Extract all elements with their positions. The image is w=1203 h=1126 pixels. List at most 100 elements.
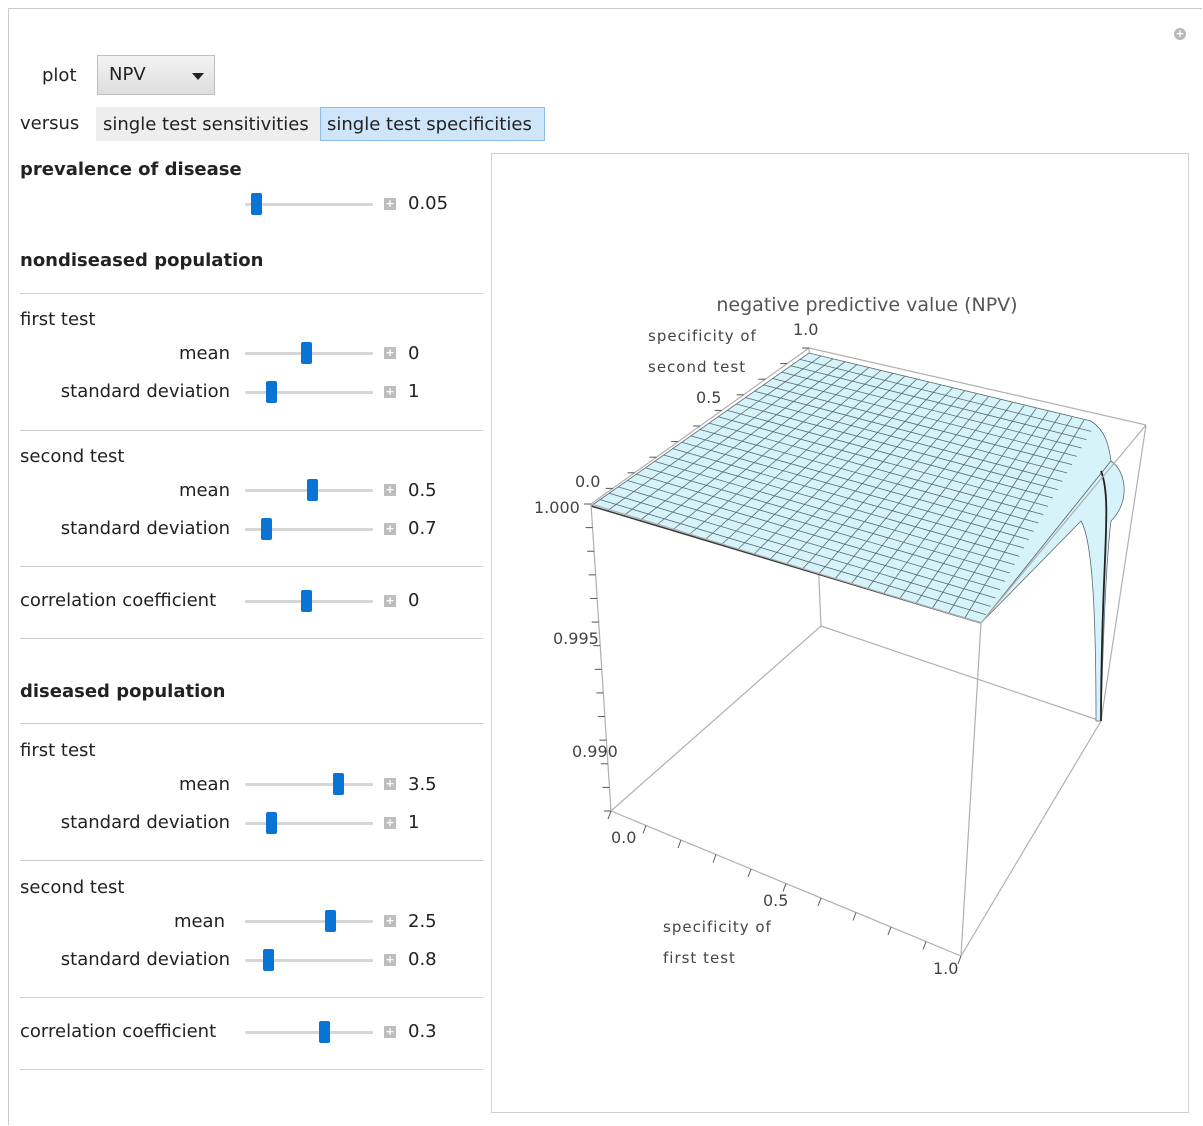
- divider: [20, 293, 483, 294]
- nd-second-mean-label: mean: [178, 480, 230, 501]
- x-axis-tick: [852, 912, 857, 921]
- nd-second-test-heading: second test: [20, 446, 125, 467]
- box-front-edges: [590, 424, 1147, 957]
- nd-first-sd-label: standard deviation: [60, 381, 230, 402]
- y-axis-label-line1: specificity of: [648, 327, 757, 345]
- divider: [20, 860, 483, 861]
- divider: [20, 723, 483, 724]
- nd-second-mean-slider[interactable]: [245, 479, 373, 501]
- surface-mesh: [599, 355, 1092, 619]
- d-correlation-slider[interactable]: [245, 1021, 373, 1043]
- x-axis-tick: [607, 810, 612, 820]
- d-second-sd-value: 0.8: [408, 949, 437, 970]
- expand-plus-icon[interactable]: +: [384, 385, 396, 398]
- expand-plus-icon[interactable]: +: [384, 816, 396, 829]
- mesh-line: [790, 365, 1087, 441]
- slider-thumb[interactable]: [332, 773, 344, 795]
- x-axis-label-line2: first test: [663, 949, 736, 967]
- x-tick-label: 0.5: [763, 891, 788, 910]
- d-first-sd-slider[interactable]: [245, 812, 373, 834]
- mesh-line: [948, 416, 1073, 614]
- x-axis-tick: [677, 839, 682, 849]
- slider-thumb[interactable]: [307, 479, 318, 501]
- y-tick-label: 0.0: [575, 472, 600, 491]
- x-axis-tick: [817, 897, 822, 907]
- d-first-test-heading: first test: [20, 740, 96, 761]
- x-axis-tick: [642, 825, 647, 834]
- x-axis-label-line1: specificity of: [663, 918, 772, 936]
- mesh-line: [772, 378, 1077, 457]
- nd-correlation-value: 0: [408, 590, 420, 611]
- tab-sensitivities[interactable]: single test sensitivities: [96, 107, 320, 141]
- slider-thumb[interactable]: [301, 590, 313, 612]
- plot-area[interactable]: negative predictive value (NPV) specific…: [491, 153, 1189, 1113]
- slider-thumb[interactable]: [318, 1021, 330, 1043]
- chart-title: negative predictive value (NPV): [716, 294, 1017, 316]
- surface-drop-edge: [1100, 470, 1108, 722]
- mesh-line: [931, 414, 1061, 609]
- nd-second-sd-slider[interactable]: [245, 518, 373, 540]
- d-second-sd-slider[interactable]: [245, 949, 373, 971]
- prevalence-slider[interactable]: [245, 193, 373, 215]
- y-axis-label-line2: second test: [648, 358, 746, 376]
- x-axis-tick: [922, 941, 927, 950]
- nd-first-mean-slider[interactable]: [245, 342, 373, 364]
- surface-main: [590, 352, 1112, 624]
- diseased-heading: diseased population: [20, 681, 226, 702]
- slider-thumb[interactable]: [266, 381, 278, 403]
- d-first-sd-label: standard deviation: [60, 812, 230, 833]
- expand-plus-icon[interactable]: +: [384, 914, 396, 927]
- slider-thumb[interactable]: [266, 812, 278, 834]
- plot-dropdown[interactable]: NPV: [97, 55, 215, 95]
- axis-ticks: [584, 347, 962, 965]
- d-second-mean-slider[interactable]: [245, 910, 373, 932]
- x-tick-label: 1.0: [933, 959, 958, 978]
- y-tick-label: 0.5: [696, 388, 721, 407]
- d-second-mean-value: 2.5: [408, 911, 437, 932]
- tab-specificities[interactable]: single test specificities: [320, 107, 545, 141]
- expand-plus-icon[interactable]: +: [384, 953, 396, 966]
- x-axis-tick: [712, 854, 717, 863]
- slider-thumb[interactable]: [262, 949, 274, 971]
- d-first-mean-label: mean: [178, 774, 230, 795]
- nd-second-sd-label: standard deviation: [60, 518, 230, 539]
- expand-plus-icon[interactable]: +: [384, 1025, 396, 1038]
- prevalence-value: 0.05: [408, 193, 449, 214]
- npv-surface-plot[interactable]: negative predictive value (NPV) specific…: [492, 154, 1188, 1112]
- options-plus-icon[interactable]: +: [1174, 27, 1186, 40]
- mesh-line: [799, 358, 1092, 432]
- x-axis-tick: [887, 926, 892, 936]
- d-first-sd-value: 1: [408, 812, 420, 833]
- expand-plus-icon[interactable]: +: [384, 197, 396, 210]
- z-tick-label: 1.000: [534, 498, 580, 517]
- slider-thumb[interactable]: [250, 193, 262, 215]
- expand-plus-icon[interactable]: +: [384, 346, 396, 359]
- nondiseased-heading: nondiseased population: [20, 250, 264, 271]
- plot-label: plot: [42, 65, 77, 86]
- z-tick-label: 0.990: [572, 742, 618, 761]
- nd-first-mean-label: mean: [178, 343, 230, 364]
- x-tick-label: 0.0: [611, 828, 636, 847]
- expand-plus-icon[interactable]: +: [384, 483, 396, 496]
- nd-correlation-label: correlation coefficient: [20, 590, 217, 611]
- slider-thumb[interactable]: [261, 518, 273, 540]
- nd-correlation-slider[interactable]: [245, 590, 373, 612]
- d-first-mean-slider[interactable]: [245, 773, 373, 795]
- d-correlation-value: 0.3: [408, 1021, 437, 1042]
- d-correlation-label: correlation coefficient: [20, 1021, 217, 1042]
- expand-plus-icon[interactable]: +: [384, 522, 396, 535]
- expand-plus-icon[interactable]: +: [384, 594, 396, 607]
- nd-first-sd-slider[interactable]: [245, 381, 373, 403]
- nd-second-sd-value: 0.7: [408, 518, 437, 539]
- d-second-test-heading: second test: [20, 877, 125, 898]
- expand-plus-icon[interactable]: +: [384, 777, 396, 790]
- x-axis-tick: [957, 955, 962, 965]
- d-second-sd-label: standard deviation: [60, 949, 230, 970]
- divider: [20, 566, 483, 567]
- mesh-line: [781, 371, 1082, 449]
- slider-thumb[interactable]: [301, 342, 313, 364]
- nd-first-sd-value: 1: [408, 381, 420, 402]
- divider: [20, 430, 483, 431]
- versus-label: versus: [20, 113, 80, 134]
- slider-thumb[interactable]: [324, 910, 336, 932]
